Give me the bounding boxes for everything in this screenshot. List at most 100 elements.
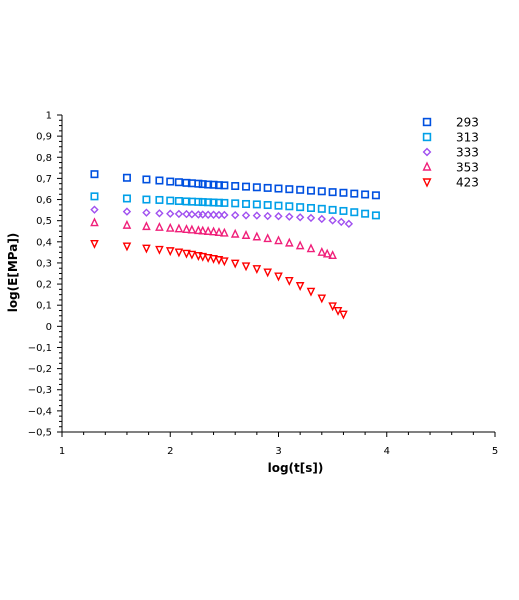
data-point-333 bbox=[328, 216, 337, 225]
data-point-313 bbox=[296, 203, 305, 212]
data-point-313 bbox=[155, 195, 164, 204]
data-point-333 bbox=[231, 210, 240, 220]
data-point-333 bbox=[337, 217, 346, 227]
data-point-353 bbox=[274, 235, 283, 245]
data-point-333 bbox=[263, 211, 272, 221]
data-point-333 bbox=[344, 219, 354, 229]
data-point-293 bbox=[263, 183, 272, 192]
data-point-423 bbox=[317, 294, 327, 304]
series-353 bbox=[90, 217, 337, 260]
data-point-293 bbox=[182, 178, 191, 187]
y-tick-label: 0,4 bbox=[36, 237, 52, 248]
data-point-313 bbox=[242, 199, 251, 208]
data-point-333 bbox=[317, 214, 326, 224]
data-point-423 bbox=[328, 302, 337, 312]
data-point-293 bbox=[198, 180, 207, 189]
data-point-293 bbox=[274, 184, 283, 193]
data-point-353 bbox=[317, 246, 327, 256]
data-point-333 bbox=[174, 209, 184, 219]
data-point-423 bbox=[230, 259, 240, 269]
data-point-293 bbox=[285, 185, 294, 194]
data-point-333 bbox=[203, 210, 213, 219]
data-point-293 bbox=[361, 190, 370, 199]
data-point-293 bbox=[220, 181, 229, 190]
data-point-353 bbox=[142, 221, 151, 231]
y-tick-label: −0,2 bbox=[28, 364, 52, 375]
data-point-423 bbox=[122, 242, 132, 252]
data-point-353 bbox=[295, 240, 305, 250]
data-point-333 bbox=[274, 212, 283, 221]
data-point-353 bbox=[306, 243, 316, 253]
y-tick-label: 0,5 bbox=[36, 216, 52, 227]
legend-marker-353 bbox=[422, 161, 432, 171]
data-point-313 bbox=[263, 201, 272, 210]
data-point-353 bbox=[209, 226, 218, 236]
data-point-313 bbox=[198, 198, 207, 207]
data-point-313 bbox=[182, 197, 191, 206]
data-point-353 bbox=[194, 225, 203, 235]
data-point-333 bbox=[198, 210, 207, 219]
data-point-423 bbox=[220, 257, 229, 267]
data-point-313 bbox=[274, 201, 283, 210]
data-point-313 bbox=[194, 197, 203, 206]
data-point-333 bbox=[252, 211, 262, 220]
data-point-353 bbox=[285, 237, 294, 247]
data-point-333 bbox=[194, 210, 203, 219]
data-point-313 bbox=[122, 194, 131, 203]
y-tick-label: 1 bbox=[46, 111, 52, 122]
data-point-313 bbox=[209, 198, 218, 207]
data-point-423 bbox=[155, 245, 164, 255]
x-tick-label: 1 bbox=[59, 446, 65, 457]
data-point-293 bbox=[166, 177, 175, 186]
data-point-423 bbox=[241, 262, 251, 272]
data-point-293 bbox=[214, 181, 223, 190]
data-point-423 bbox=[142, 244, 151, 254]
data-point-313 bbox=[204, 198, 213, 207]
legend-label-333: 333 bbox=[456, 146, 479, 160]
y-tick-label: 0,2 bbox=[36, 280, 52, 291]
data-point-293 bbox=[371, 191, 380, 200]
data-point-423 bbox=[198, 252, 208, 262]
y-tick-label: 0,3 bbox=[36, 258, 52, 269]
data-point-423 bbox=[285, 276, 294, 286]
data-point-313 bbox=[361, 209, 370, 218]
x-tick-label: 2 bbox=[167, 446, 173, 457]
data-point-423 bbox=[252, 265, 262, 275]
data-point-353 bbox=[230, 228, 240, 238]
data-point-313 bbox=[252, 200, 261, 209]
data-point-313 bbox=[142, 195, 151, 204]
data-point-353 bbox=[252, 231, 262, 241]
data-point-313 bbox=[339, 206, 348, 215]
data-point-333 bbox=[142, 208, 151, 217]
data-point-423 bbox=[90, 239, 99, 249]
data-point-333 bbox=[285, 212, 294, 221]
data-point-353 bbox=[187, 224, 197, 234]
data-point-423 bbox=[165, 247, 175, 257]
y-tick-label: 0,8 bbox=[36, 153, 52, 164]
data-point-423 bbox=[274, 272, 283, 282]
data-point-313 bbox=[306, 203, 315, 212]
data-point-313 bbox=[317, 204, 326, 213]
data-point-293 bbox=[122, 173, 131, 182]
x-tick-label: 4 bbox=[384, 446, 390, 457]
series-333 bbox=[90, 205, 354, 229]
data-point-353 bbox=[322, 248, 332, 258]
data-point-293 bbox=[306, 186, 315, 195]
series-313 bbox=[90, 192, 380, 220]
data-point-313 bbox=[371, 211, 380, 220]
legend-label-353: 353 bbox=[456, 161, 479, 175]
data-point-353 bbox=[155, 222, 164, 231]
axes: 1 2 3 4 5 −0,5 −0,4 −0,3 −0,2 −0,1 0 0,1 0,2 0,3 0,4 0,… bbox=[6, 111, 498, 476]
data-point-313 bbox=[214, 198, 223, 207]
data-point-293 bbox=[142, 175, 151, 184]
legend-marker-333 bbox=[422, 147, 432, 157]
y-tick-label: 0,7 bbox=[36, 174, 52, 185]
data-point-293 bbox=[242, 182, 251, 191]
data-point-423 bbox=[209, 254, 218, 264]
y-tick-label: 0,1 bbox=[36, 301, 52, 312]
data-point-423 bbox=[306, 287, 316, 297]
data-point-293 bbox=[252, 183, 261, 192]
data-point-423 bbox=[203, 253, 213, 263]
legend-marker-293 bbox=[422, 117, 432, 127]
legend-label-293: 293 bbox=[456, 116, 479, 130]
